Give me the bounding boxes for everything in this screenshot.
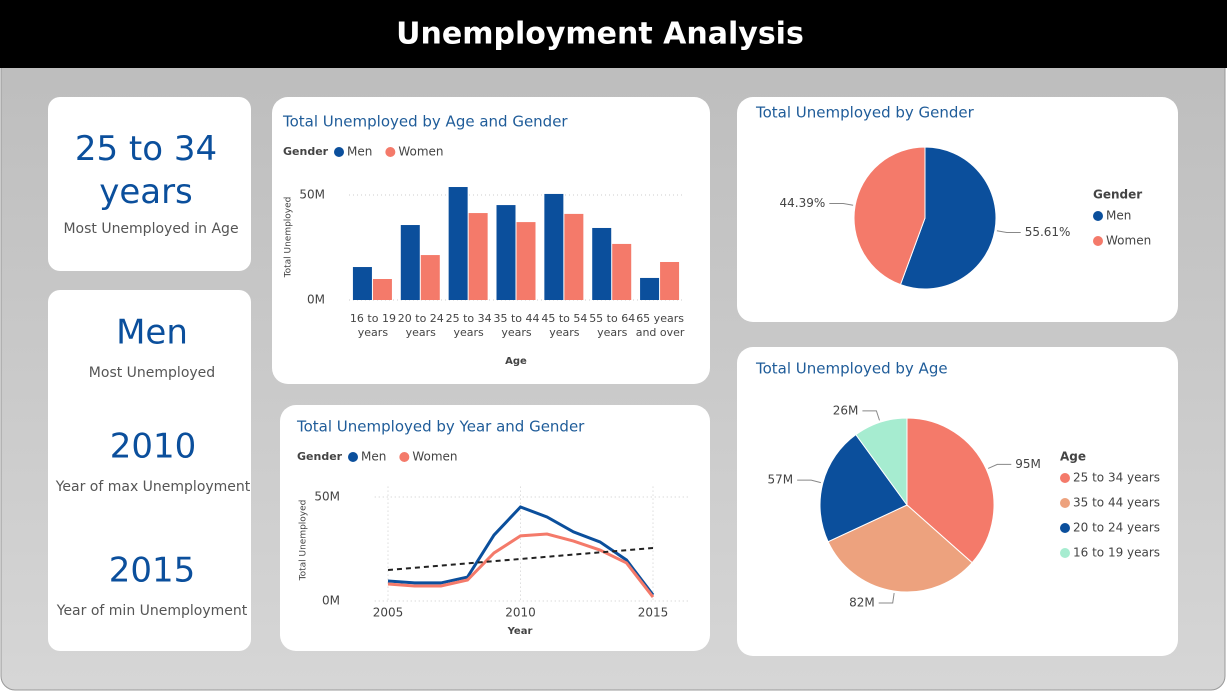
legend-label: 35 to 44 years bbox=[1073, 496, 1160, 510]
chart-title: Total Unemployed by Age and Gender bbox=[282, 113, 568, 131]
line bbox=[387, 532, 655, 598]
pie-slice bbox=[899, 146, 997, 290]
kpi-value: 2010 bbox=[110, 427, 197, 467]
kpi-label: Year of min Unemployment bbox=[56, 603, 248, 619]
y-tick-label: 0M bbox=[322, 594, 340, 608]
x-tick-label: 2015 bbox=[638, 606, 669, 620]
bar bbox=[420, 255, 440, 300]
data-label: 82M bbox=[849, 595, 875, 609]
bar bbox=[612, 243, 632, 300]
x-tick-label: 2010 bbox=[505, 606, 536, 620]
x-tick-label: 16 to 19 years bbox=[350, 312, 396, 339]
y-tick-label: 50M bbox=[314, 490, 340, 504]
legend-label: 16 to 19 years bbox=[1073, 546, 1160, 560]
kpi-value: 2015 bbox=[109, 551, 196, 591]
bar bbox=[660, 261, 680, 300]
legend-marker bbox=[334, 147, 344, 157]
x-tick-label: 35 to 44 years bbox=[493, 312, 539, 339]
x-tick-label: 55 to 64 years bbox=[589, 312, 635, 339]
leader-line bbox=[829, 202, 854, 206]
pie-slice bbox=[855, 417, 908, 507]
x-axis-title: Year bbox=[507, 626, 533, 637]
kpi-label: Year of max Unemployment bbox=[55, 479, 251, 495]
chart-title: Total Unemployed by Age bbox=[755, 360, 948, 378]
pie-slice bbox=[827, 504, 973, 593]
legend-marker bbox=[1060, 523, 1070, 533]
legend-marker bbox=[385, 147, 396, 157]
legend-title: Gender bbox=[1093, 188, 1142, 202]
card bbox=[48, 290, 251, 651]
bar bbox=[468, 213, 488, 300]
x-tick-label: 65 years and over bbox=[636, 312, 685, 339]
x-tick-label: 45 to 54 years bbox=[541, 312, 587, 339]
bar bbox=[640, 277, 660, 300]
legend-marker bbox=[1060, 473, 1070, 483]
leader-line bbox=[862, 410, 880, 421]
kpi-value: Men bbox=[116, 313, 188, 353]
legend-marker bbox=[348, 452, 358, 462]
legend-label: 25 to 34 years bbox=[1073, 471, 1160, 485]
bar bbox=[544, 193, 564, 300]
x-tick-label: 2005 bbox=[373, 606, 404, 620]
pie-slice bbox=[853, 146, 926, 286]
leader-line bbox=[797, 479, 821, 484]
data-label: 57M bbox=[768, 473, 794, 487]
legend-marker bbox=[399, 452, 410, 462]
x-tick-label: 25 to 34 years bbox=[446, 312, 492, 339]
legend-title: Age bbox=[1060, 450, 1086, 464]
card bbox=[280, 405, 710, 651]
y-axis-title: Total Unemployed bbox=[284, 197, 294, 279]
legend-label: Men bbox=[1106, 209, 1131, 223]
kpi-label: Most Unemployed bbox=[89, 365, 215, 381]
bar bbox=[448, 187, 468, 300]
header-title: Unemployment Analysis bbox=[396, 17, 804, 52]
bar bbox=[372, 279, 392, 300]
legend-title: Gender bbox=[283, 145, 329, 158]
legend-marker bbox=[1093, 211, 1103, 221]
kpi-value: 25 to 34 years bbox=[75, 129, 217, 212]
legend-label: 20 to 24 years bbox=[1073, 521, 1160, 535]
leader-line bbox=[987, 463, 1012, 469]
pie-slice bbox=[819, 433, 908, 543]
bar bbox=[564, 213, 584, 300]
legend-label: Women bbox=[412, 450, 457, 464]
data-label: 26M bbox=[833, 403, 859, 417]
card bbox=[48, 97, 251, 271]
data-label: 95M bbox=[1015, 457, 1041, 471]
leader-line bbox=[878, 592, 895, 604]
legend-marker bbox=[1060, 498, 1070, 508]
legend-label: Women bbox=[398, 145, 443, 159]
bar bbox=[400, 225, 420, 300]
pie-slice bbox=[906, 417, 995, 564]
data-label: 55.61% bbox=[1025, 225, 1071, 239]
x-tick-label: 20 to 24 years bbox=[398, 312, 444, 339]
legend-label: Women bbox=[1106, 234, 1151, 248]
chart-title: Total Unemployed by Year and Gender bbox=[296, 418, 585, 436]
legend-marker bbox=[1093, 236, 1103, 246]
data-label: 44.39% bbox=[780, 196, 826, 210]
bar bbox=[352, 267, 372, 300]
y-tick-label: 50M bbox=[299, 188, 325, 202]
legend-title: Gender bbox=[297, 450, 343, 463]
bar bbox=[496, 205, 516, 300]
header-bar bbox=[0, 0, 1227, 68]
x-axis-title: Age bbox=[505, 356, 527, 367]
y-tick-label: 0M bbox=[307, 293, 325, 307]
y-axis-title: Total Unemployed bbox=[299, 500, 309, 582]
kpi-label: Most Unemployed in Age bbox=[63, 221, 238, 237]
legend-label: Men bbox=[347, 145, 372, 159]
leader-line bbox=[996, 230, 1021, 234]
bar bbox=[592, 227, 612, 300]
line bbox=[387, 505, 655, 596]
card bbox=[272, 97, 710, 384]
chart-title: Total Unemployed by Gender bbox=[755, 104, 975, 122]
legend-label: Men bbox=[361, 450, 386, 464]
legend-marker bbox=[1060, 548, 1070, 558]
bar bbox=[516, 222, 536, 300]
